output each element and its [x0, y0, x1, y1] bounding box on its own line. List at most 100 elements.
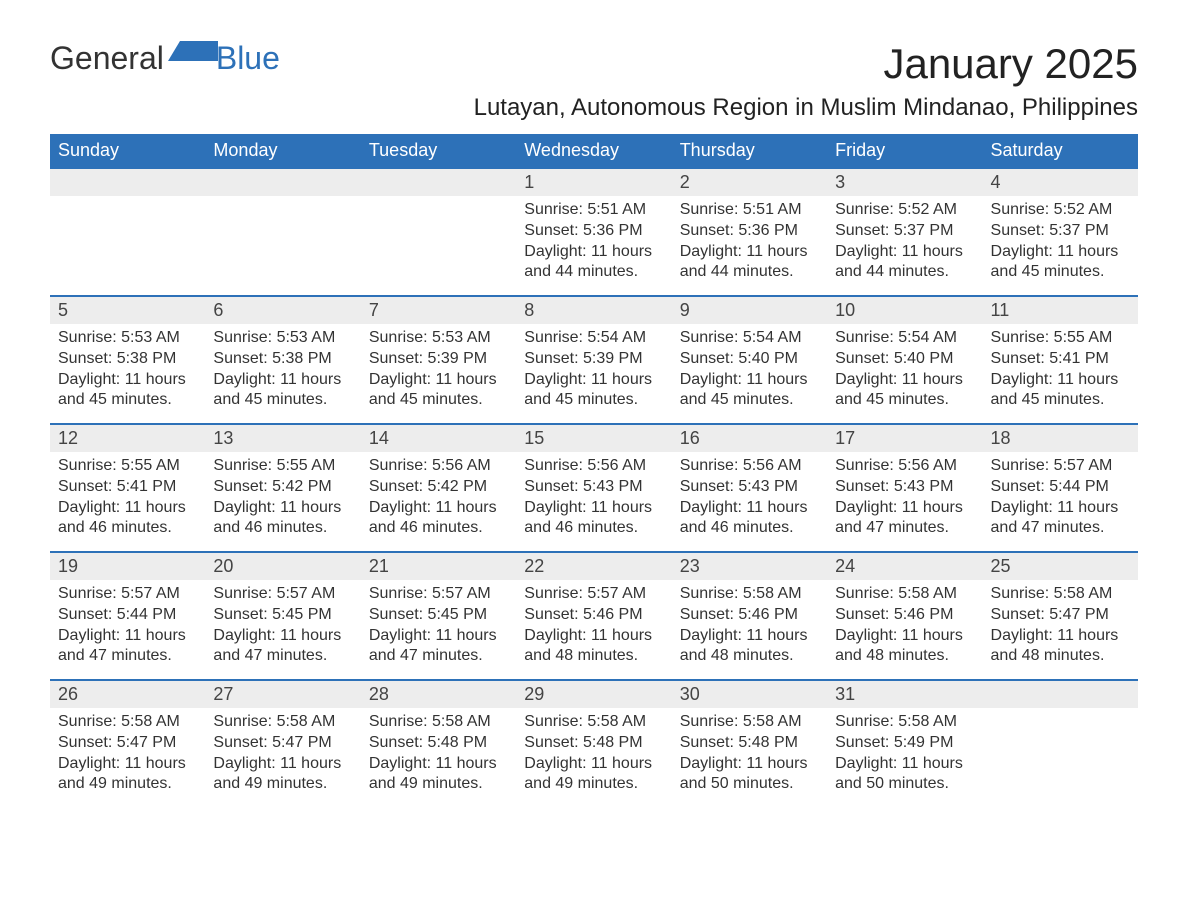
daylight-line: Daylight: 11 hours and 46 minutes. [58, 498, 197, 540]
sunrise-line: Sunrise: 5:54 AM [835, 328, 974, 349]
calendar-day-cell: 4Sunrise: 5:52 AMSunset: 5:37 PMDaylight… [983, 167, 1138, 295]
day-body: Sunrise: 5:56 AMSunset: 5:43 PMDaylight:… [827, 452, 982, 545]
day-body: Sunrise: 5:58 AMSunset: 5:47 PMDaylight:… [50, 708, 205, 801]
sunrise-line: Sunrise: 5:56 AM [369, 456, 508, 477]
day-body: Sunrise: 5:57 AMSunset: 5:45 PMDaylight:… [361, 580, 516, 673]
daylight-line: Daylight: 11 hours and 47 minutes. [369, 626, 508, 668]
logo: General Blue [50, 40, 280, 77]
sunset-line: Sunset: 5:49 PM [835, 733, 974, 754]
sunrise-line: Sunrise: 5:58 AM [369, 712, 508, 733]
day-body: Sunrise: 5:58 AMSunset: 5:49 PMDaylight:… [827, 708, 982, 801]
sunrise-line: Sunrise: 5:55 AM [213, 456, 352, 477]
day-number: 9 [672, 297, 827, 324]
day-body: Sunrise: 5:55 AMSunset: 5:41 PMDaylight:… [983, 324, 1138, 417]
day-number: 14 [361, 425, 516, 452]
daylight-line: Daylight: 11 hours and 48 minutes. [835, 626, 974, 668]
day-number: 5 [50, 297, 205, 324]
sunrise-line: Sunrise: 5:56 AM [524, 456, 663, 477]
sunset-line: Sunset: 5:43 PM [524, 477, 663, 498]
day-body: Sunrise: 5:58 AMSunset: 5:47 PMDaylight:… [983, 580, 1138, 673]
sunrise-line: Sunrise: 5:58 AM [680, 712, 819, 733]
sunset-line: Sunset: 5:41 PM [58, 477, 197, 498]
logo-text-blue: Blue [216, 40, 280, 77]
day-body: Sunrise: 5:56 AMSunset: 5:43 PMDaylight:… [516, 452, 671, 545]
daylight-line: Daylight: 11 hours and 50 minutes. [835, 754, 974, 796]
day-number: 12 [50, 425, 205, 452]
daylight-line: Daylight: 11 hours and 46 minutes. [524, 498, 663, 540]
calendar-table: Sunday Monday Tuesday Wednesday Thursday… [50, 134, 1138, 807]
logo-glyph-icon [168, 41, 218, 61]
daylight-line: Daylight: 11 hours and 44 minutes. [680, 242, 819, 284]
sunrise-line: Sunrise: 5:54 AM [524, 328, 663, 349]
calendar-day-cell: 17Sunrise: 5:56 AMSunset: 5:43 PMDayligh… [827, 423, 982, 551]
day-number: 30 [672, 681, 827, 708]
day-body [205, 196, 360, 206]
sunset-line: Sunset: 5:40 PM [680, 349, 819, 370]
day-number: 19 [50, 553, 205, 580]
sunrise-line: Sunrise: 5:57 AM [524, 584, 663, 605]
daylight-line: Daylight: 11 hours and 50 minutes. [680, 754, 819, 796]
day-number: 28 [361, 681, 516, 708]
day-number: 24 [827, 553, 982, 580]
daylight-line: Daylight: 11 hours and 45 minutes. [835, 370, 974, 412]
day-number: . [361, 169, 516, 196]
day-body: Sunrise: 5:56 AMSunset: 5:43 PMDaylight:… [672, 452, 827, 545]
daylight-line: Daylight: 11 hours and 45 minutes. [991, 242, 1130, 284]
sunset-line: Sunset: 5:36 PM [524, 221, 663, 242]
sunset-line: Sunset: 5:48 PM [680, 733, 819, 754]
day-body: Sunrise: 5:56 AMSunset: 5:42 PMDaylight:… [361, 452, 516, 545]
daylight-line: Daylight: 11 hours and 46 minutes. [213, 498, 352, 540]
sunset-line: Sunset: 5:44 PM [58, 605, 197, 626]
sunrise-line: Sunrise: 5:53 AM [369, 328, 508, 349]
day-body: Sunrise: 5:51 AMSunset: 5:36 PMDaylight:… [672, 196, 827, 289]
calendar-day-cell: 14Sunrise: 5:56 AMSunset: 5:42 PMDayligh… [361, 423, 516, 551]
sunrise-line: Sunrise: 5:52 AM [835, 200, 974, 221]
daylight-line: Daylight: 11 hours and 49 minutes. [58, 754, 197, 796]
sunset-line: Sunset: 5:42 PM [369, 477, 508, 498]
weekday-header: Thursday [672, 134, 827, 167]
calendar-day-cell: 30 Sunrise: 5:58 AMSunset: 5:48 PMDayligh… [672, 679, 827, 807]
day-number: 21 [361, 553, 516, 580]
daylight-line: Daylight: 11 hours and 45 minutes. [524, 370, 663, 412]
sunrise-line: Sunrise: 5:53 AM [213, 328, 352, 349]
day-number: . [50, 169, 205, 196]
sunset-line: Sunset: 5:47 PM [58, 733, 197, 754]
day-body: Sunrise: 5:51 AMSunset: 5:36 PMDaylight:… [516, 196, 671, 289]
location-subtitle: Lutayan, Autonomous Region in Muslim Min… [50, 94, 1138, 122]
day-number: 4 [983, 169, 1138, 196]
calendar-day-cell: 19Sunrise: 5:57 AMSunset: 5:44 PMDayligh… [50, 551, 205, 679]
calendar-day-cell: 31Sunrise: 5:58 AMSunset: 5:49 PMDayligh… [827, 679, 982, 807]
day-body: Sunrise: 5:54 AMSunset: 5:39 PMDaylight:… [516, 324, 671, 417]
calendar-day-cell: 3Sunrise: 5:52 AMSunset: 5:37 PMDaylight… [827, 167, 982, 295]
sunrise-line: Sunrise: 5:58 AM [524, 712, 663, 733]
calendar-day-cell: 28Sunrise: 5:58 AMSunset: 5:48 PMDayligh… [361, 679, 516, 807]
day-number: 1 [516, 169, 671, 196]
day-number: . [983, 681, 1138, 708]
calendar-day-cell: 13Sunrise: 5:55 AMSunset: 5:42 PMDayligh… [205, 423, 360, 551]
sunrise-line: Sunrise: 5:58 AM [213, 712, 352, 733]
day-body: Sunrise: 5:57 AMSunset: 5:46 PMDaylight:… [516, 580, 671, 673]
daylight-line: Daylight: 11 hours and 48 minutes. [524, 626, 663, 668]
day-number: 8 [516, 297, 671, 324]
daylight-line: Daylight: 11 hours and 48 minutes. [991, 626, 1130, 668]
day-body: Sunrise: 5:52 AMSunset: 5:37 PMDaylight:… [827, 196, 982, 289]
sunrise-line: Sunrise: 5:55 AM [991, 328, 1130, 349]
sunset-line: Sunset: 5:48 PM [524, 733, 663, 754]
day-body: Sunrise: 5:57 AMSunset: 5:44 PMDaylight:… [50, 580, 205, 673]
sunset-line: Sunset: 5:42 PM [213, 477, 352, 498]
calendar-week-row: 5 Sunrise: 5:53 AM Sunset: 5:38 PM Daylight… [50, 295, 1138, 423]
day-body: Sunrise: 5:58 AMSunset: 5:46 PMDaylight:… [672, 580, 827, 673]
calendar-day-cell: . [361, 167, 516, 295]
day-number: 16 [672, 425, 827, 452]
calendar-day-cell: 12Sunrise: 5:55 AMSunset: 5:41 PMDayligh… [50, 423, 205, 551]
sunset-line: Sunset: 5:38 PM [58, 349, 197, 370]
daylight-line: Daylight: 11 hours and 46 minutes. [680, 498, 819, 540]
weekday-header: Friday [827, 134, 982, 167]
sunset-line: Sunset: 5:47 PM [213, 733, 352, 754]
daylight-line: Daylight: 11 hours and 47 minutes. [835, 498, 974, 540]
calendar-week-row: ...1Sunrise: 5:51 AMSunset: 5:36 PMDayli… [50, 167, 1138, 295]
weekday-header: Tuesday [361, 134, 516, 167]
day-number: 6 [205, 297, 360, 324]
sunset-line: Sunset: 5:41 PM [991, 349, 1130, 370]
day-body [361, 196, 516, 206]
